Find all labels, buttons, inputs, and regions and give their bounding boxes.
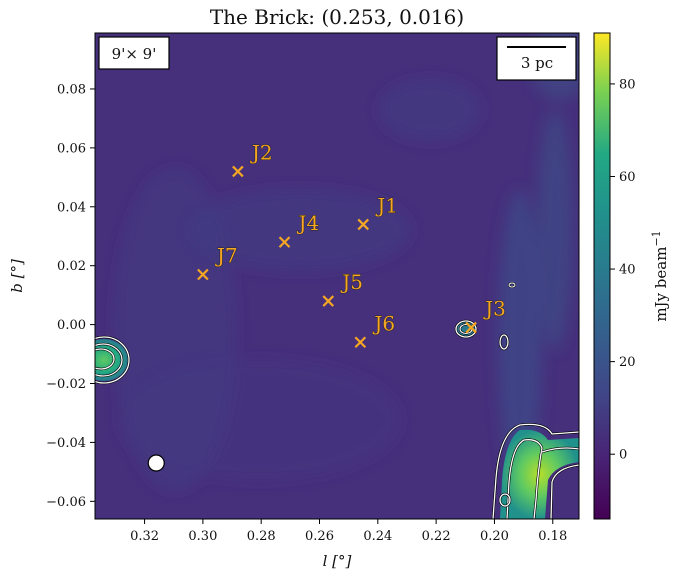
x-tick-label: 0.28 — [247, 529, 276, 544]
scalebar-label: 3 pc — [521, 54, 553, 72]
y-tick-label: 0.06 — [57, 141, 86, 156]
bottom-right-emission — [491, 423, 579, 519]
colorbar-tick-label: 40 — [619, 263, 636, 278]
source-j3: J3 — [465, 296, 506, 334]
y-tick-label: −0.06 — [46, 495, 86, 510]
x-axis-label: l [°] — [323, 552, 352, 570]
y-tick-label: 0.04 — [57, 200, 86, 215]
beam-ellipse — [147, 454, 165, 472]
source-marker — [232, 165, 244, 178]
source-j5: J5 — [322, 270, 363, 307]
x-tick-label: 0.30 — [188, 529, 217, 544]
source-label: J7 — [215, 244, 238, 268]
x-axis-ticks: 0.32 0.30 0.28 0.26 0.24 0.22 0.20 0.18 — [130, 519, 567, 544]
source-label: J6 — [372, 311, 395, 335]
colorbar-unit-exponent: −1 — [650, 230, 663, 246]
y-tick-label: −0.04 — [46, 436, 86, 451]
source-j7: J7 — [197, 243, 238, 281]
source-label: J1 — [375, 193, 398, 217]
colorbar-unit: mJy beam — [652, 247, 670, 322]
colorbar-label: mJy beam−1 — [650, 230, 670, 321]
plot-frame — [94, 32, 580, 520]
x-tick-label: 0.26 — [305, 529, 334, 544]
colorbar: 0 20 40 60 80 mJy beam−1 — [593, 32, 670, 520]
x-tick-label: 0.24 — [363, 529, 392, 544]
source-j2: J2 — [232, 140, 273, 178]
source-label: J5 — [340, 270, 363, 294]
fov-label: 9'× 9' — [112, 45, 157, 63]
source-j4: J4 — [278, 211, 320, 248]
source-marker — [357, 218, 370, 231]
colorbar-tick-label: 80 — [619, 77, 636, 92]
fov-box: 9'× 9' — [98, 36, 170, 70]
y-tick-label: 0.02 — [57, 259, 86, 274]
source-marker — [322, 295, 335, 307]
source-j1: J1 — [357, 193, 398, 231]
source-marker — [278, 236, 291, 248]
j3-contours — [454, 282, 516, 351]
source-marker — [197, 268, 209, 281]
x-tick-label: 0.32 — [130, 529, 159, 544]
y-axis-label: b [°] — [8, 259, 26, 293]
y-tick-label: 0.08 — [57, 82, 86, 97]
y-tick-label: 0.00 — [57, 318, 86, 333]
source-label: J3 — [483, 297, 506, 321]
colorbar-gradient — [593, 32, 611, 520]
source-label: J2 — [250, 140, 273, 164]
y-tick-label: −0.02 — [46, 377, 86, 392]
source-marker — [354, 336, 367, 349]
source-markers: J1 J2 J3 J4 J5 J6 J7 — [197, 140, 506, 349]
source-label: J4 — [297, 211, 320, 235]
colorbar-tick-label: 60 — [619, 170, 636, 185]
x-tick-label: 0.18 — [538, 529, 567, 544]
source-j6: J6 — [354, 311, 396, 349]
source-marker — [465, 321, 477, 334]
scalebar-box: 3 pc — [496, 36, 577, 81]
image-area: J1 J2 J3 J4 J5 J6 J7 — [95, 33, 579, 519]
colorbar-tick-label: 0 — [619, 448, 627, 463]
diffuse-emission — [115, 33, 579, 490]
chart-title: The Brick: (0.253, 0.016) — [210, 5, 464, 29]
x-tick-label: 0.20 — [480, 529, 509, 544]
left-edge-source — [95, 335, 131, 385]
y-axis-ticks: 0.08 0.06 0.04 0.02 0.00 −0.02 −0.04 −0.06 — [46, 82, 95, 510]
x-tick-label: 0.22 — [422, 529, 451, 544]
colorbar-ticks: 0 20 40 60 80 — [610, 77, 636, 463]
colorbar-tick-label: 20 — [619, 355, 636, 370]
